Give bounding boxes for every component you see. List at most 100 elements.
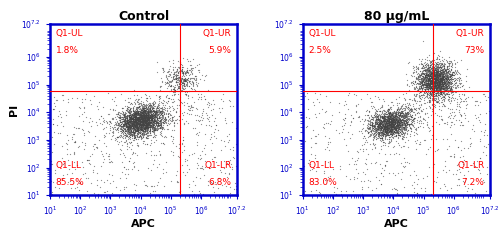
Point [130,109,138,113]
Point [170,141,177,145]
Point [142,125,150,129]
Point [138,113,146,117]
Point [158,113,166,117]
Point [133,122,141,125]
Point [446,74,454,78]
Point [433,80,441,84]
Point [386,132,394,136]
Point [390,119,398,123]
Point [116,120,124,124]
Point [434,63,442,67]
Point [439,75,447,79]
Point [418,62,426,66]
Point [433,73,441,77]
Point [435,77,443,81]
Point [150,105,158,109]
Point [446,75,454,79]
Point [142,118,150,122]
Point [148,121,156,125]
Point [133,120,141,124]
Point [152,138,160,142]
Point [418,77,426,81]
Point [437,77,445,80]
Point [177,82,185,85]
Point [164,69,172,73]
Point [133,118,141,121]
Point [419,68,427,72]
Point [154,112,162,116]
Point [450,79,458,83]
Point [128,125,136,129]
Point [148,116,156,120]
Point [445,99,453,103]
Point [394,105,402,109]
Point [402,111,410,115]
Point [446,82,454,86]
Point [193,161,201,165]
Point [383,132,391,135]
Point [428,78,436,82]
Point [127,147,135,151]
Point [126,126,134,129]
Point [133,117,141,121]
Point [156,84,164,88]
Point [151,114,159,118]
Point [424,86,432,90]
Point [173,179,181,183]
Point [392,128,400,132]
Point [156,152,164,156]
Point [178,111,186,115]
Point [456,167,464,170]
Point [210,134,218,137]
Point [427,70,435,74]
Point [398,123,406,127]
Point [430,76,438,79]
Point [419,92,427,96]
Point [116,127,124,131]
Point [431,98,439,102]
Point [447,74,455,78]
Point [146,102,154,106]
Point [436,73,444,77]
Point [430,81,438,84]
Point [442,58,450,62]
Point [438,72,446,76]
Point [144,116,152,119]
Point [362,162,370,166]
Point [150,123,158,127]
Point [439,84,447,87]
Point [144,105,152,109]
Point [426,74,434,77]
Point [130,132,138,136]
Point [445,78,453,81]
Point [115,115,123,119]
Point [139,103,147,106]
Point [149,106,157,109]
Point [398,120,406,124]
Point [436,78,444,81]
Point [162,117,170,120]
Point [128,119,136,123]
Point [428,73,436,77]
Point [450,96,458,100]
Point [128,114,136,118]
Point [378,123,386,127]
Point [428,83,436,86]
Point [128,131,136,134]
Point [156,124,164,128]
Point [384,111,392,115]
Point [50,107,58,110]
Point [436,64,444,67]
Point [171,90,179,94]
Point [132,120,140,124]
Point [127,101,135,105]
Point [416,99,424,103]
Point [425,89,433,93]
Point [436,80,444,84]
Point [130,151,138,155]
Point [389,117,397,121]
Point [378,125,386,129]
Point [386,123,394,127]
Point [148,117,156,121]
Point [384,129,392,133]
